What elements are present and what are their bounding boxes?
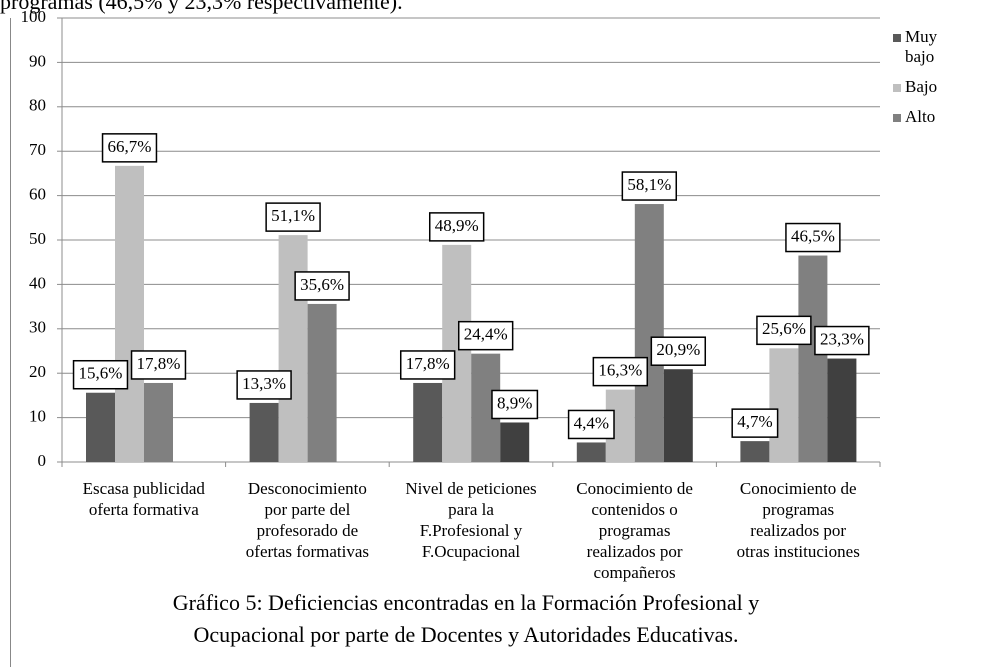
data-label: 46,5% xyxy=(791,226,835,245)
data-label-box xyxy=(101,133,158,163)
x-tick-label: Nivel de peticiones xyxy=(405,479,536,498)
data-label: 48,9% xyxy=(435,216,479,235)
x-tick-label: compañeros xyxy=(594,563,676,582)
data-label: 4,4% xyxy=(574,413,609,432)
data-label-box xyxy=(731,408,779,438)
data-label: 25,6% xyxy=(762,319,806,338)
data-label: 8,9% xyxy=(497,393,532,412)
bar xyxy=(307,303,337,462)
caption: Gráfico 5: Deficiencias encontradas en l… xyxy=(173,590,759,615)
legend-swatch xyxy=(893,34,901,42)
y-tick-label: 50 xyxy=(29,229,46,248)
bar xyxy=(663,369,693,462)
data-label: 51,1% xyxy=(271,206,315,225)
data-label-box xyxy=(457,320,514,351)
data-label-box xyxy=(294,271,350,301)
bar xyxy=(827,358,857,462)
data-label-box xyxy=(567,409,615,440)
x-tick-label: por parte del xyxy=(264,500,350,519)
x-tick-label: F.Ocupacional xyxy=(422,542,521,561)
y-tick-label: 40 xyxy=(29,273,46,292)
y-tick-label: 30 xyxy=(29,318,46,337)
bar xyxy=(500,422,530,462)
data-label-box xyxy=(621,171,678,201)
x-tick-label: contenidos o xyxy=(591,500,677,519)
x-tick-label: Desconocimiento xyxy=(248,479,367,498)
x-tick-label: para la xyxy=(448,500,494,519)
data-label-box xyxy=(72,359,129,390)
data-label: 66,7% xyxy=(108,137,152,156)
data-label: 24,4% xyxy=(464,325,508,344)
x-tick-label: otras instituciones xyxy=(737,542,860,561)
bar xyxy=(86,392,115,462)
x-tick-label: Conocimiento de xyxy=(740,479,857,498)
x-tick-label: Escasa publicidad xyxy=(83,479,206,498)
bar xyxy=(576,442,606,462)
bar xyxy=(249,402,279,462)
data-label-box xyxy=(236,370,292,400)
data-label-box xyxy=(428,212,485,242)
x-tick-label: ofertas formativas xyxy=(246,542,369,561)
x-tick-label: programas xyxy=(599,521,671,540)
y-tick-label: 100 xyxy=(21,7,47,26)
legend-swatch xyxy=(893,84,901,92)
x-tick-label: Conocimiento de xyxy=(576,479,693,498)
data-label: 20,9% xyxy=(656,340,700,359)
data-label: 15,6% xyxy=(79,364,123,383)
y-tick-label: 0 xyxy=(38,451,47,470)
data-label: 13,3% xyxy=(242,374,286,393)
caption: Ocupacional por parte de Docentes y Auto… xyxy=(194,622,739,647)
data-label: 17,8% xyxy=(137,354,181,373)
data-label: 17,8% xyxy=(406,354,450,373)
y-tick-label: 20 xyxy=(29,362,46,381)
data-label-box xyxy=(756,315,812,346)
legend-label: Bajo xyxy=(905,77,937,96)
legend-label: bajo xyxy=(905,47,934,66)
legend-label: Muy xyxy=(905,27,938,46)
data-label: 23,3% xyxy=(820,329,864,348)
bar xyxy=(144,382,173,462)
x-tick-label: oferta formativa xyxy=(89,500,199,519)
bar xyxy=(634,204,664,462)
bar xyxy=(740,441,770,462)
x-tick-label: realizados por xyxy=(750,521,846,540)
x-tick-label: profesorado de xyxy=(257,521,359,540)
bar xyxy=(413,382,443,462)
bar xyxy=(798,255,828,462)
y-tick-label: 90 xyxy=(29,51,46,70)
data-label: 16,3% xyxy=(598,361,642,380)
data-label-box xyxy=(814,325,870,356)
data-label-box xyxy=(650,336,707,366)
data-label: 4,7% xyxy=(737,412,772,431)
data-label-box xyxy=(785,222,841,253)
y-tick-label: 60 xyxy=(29,185,46,204)
bar xyxy=(769,348,799,462)
data-label: 35,6% xyxy=(300,275,344,294)
y-tick-label: 10 xyxy=(29,407,46,426)
data-label-box xyxy=(265,202,321,232)
bar xyxy=(278,235,308,462)
data-label-box xyxy=(399,350,456,380)
y-tick-label: 70 xyxy=(29,140,46,159)
x-tick-label: realizados por xyxy=(587,542,683,561)
y-tick-label: 80 xyxy=(29,96,46,115)
page-text: programas (46,5% y 23,3% respectivamente… xyxy=(0,0,403,14)
legend-swatch xyxy=(893,114,901,122)
bar xyxy=(115,165,144,463)
data-label-box xyxy=(130,350,187,380)
data-label-box xyxy=(491,389,539,420)
data-label-box xyxy=(592,356,649,387)
x-tick-label: F.Profesional y xyxy=(420,521,523,540)
data-label: 58,1% xyxy=(627,175,671,194)
x-tick-label: programas xyxy=(762,500,834,519)
legend-label: Alto xyxy=(905,107,935,126)
